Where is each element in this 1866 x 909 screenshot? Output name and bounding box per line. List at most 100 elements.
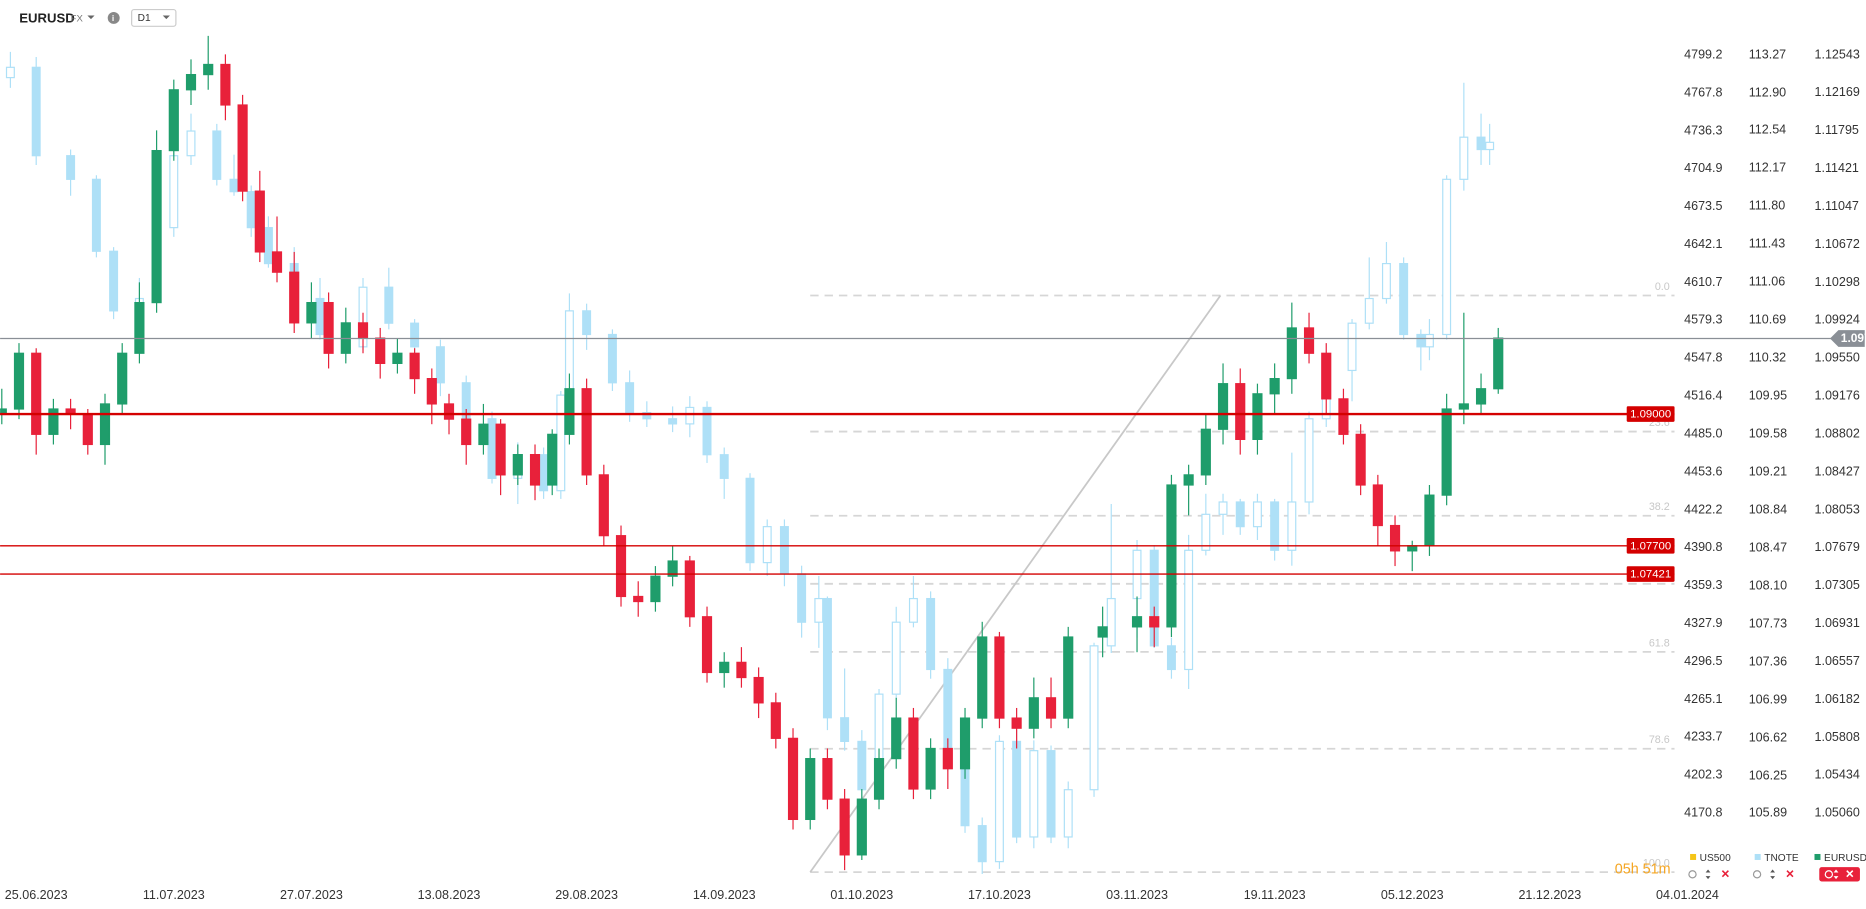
candle-body bbox=[246, 191, 256, 229]
candle-body bbox=[1046, 750, 1056, 838]
y-tick-label: 4202.3 bbox=[1684, 768, 1722, 782]
y-tick-label: 4485.0 bbox=[1684, 427, 1722, 441]
candle-body bbox=[736, 661, 747, 679]
x-tick-label: 17.10.2023 bbox=[968, 888, 1031, 902]
y-tick-label: 1.08427 bbox=[1814, 464, 1859, 478]
y-tick-label: 1.09550 bbox=[1814, 351, 1859, 365]
candle-body bbox=[31, 66, 41, 157]
candle-body bbox=[839, 798, 850, 856]
candle-body bbox=[1476, 136, 1486, 151]
candle-body bbox=[702, 406, 712, 456]
y-tick-label: 4673.5 bbox=[1684, 199, 1722, 213]
candle-body bbox=[134, 301, 145, 354]
candle-body bbox=[1321, 352, 1332, 400]
y-tick-label: 108.10 bbox=[1749, 579, 1787, 593]
y-tick-label: 106.99 bbox=[1749, 693, 1787, 707]
y-tick-label: 1.06931 bbox=[1814, 616, 1859, 630]
candle-body bbox=[1097, 626, 1108, 638]
candle-body bbox=[1416, 333, 1426, 348]
eye-toggle[interactable] bbox=[1688, 870, 1697, 879]
candle-body bbox=[1458, 403, 1469, 410]
candle-body bbox=[1200, 428, 1211, 476]
y-tick-label: 110.69 bbox=[1749, 312, 1786, 326]
candle-body bbox=[805, 758, 816, 821]
y-tick-label: 1.07679 bbox=[1814, 540, 1859, 554]
y-tick-label: 108.84 bbox=[1749, 503, 1787, 517]
remove-series[interactable] bbox=[1786, 870, 1794, 878]
candle-body bbox=[306, 301, 317, 324]
candle-body bbox=[1131, 616, 1143, 628]
candle-body bbox=[237, 104, 248, 192]
y-tick-label: 4233.7 bbox=[1684, 730, 1722, 744]
x-tick-label: 01.10.2023 bbox=[830, 888, 893, 902]
legend-controls bbox=[1688, 869, 1729, 880]
candle-body bbox=[1338, 398, 1349, 435]
remove-series[interactable] bbox=[1721, 870, 1729, 878]
candle-body bbox=[719, 661, 730, 674]
y-tick-label: 4767.8 bbox=[1684, 85, 1722, 99]
candle-body bbox=[169, 155, 179, 229]
candle-body bbox=[495, 423, 506, 476]
reorder-toggle[interactable] bbox=[1770, 869, 1776, 880]
info-icon[interactable] bbox=[107, 11, 120, 24]
candle-body bbox=[1166, 645, 1176, 671]
candle-body bbox=[582, 310, 592, 336]
y-tick-label: 4516.4 bbox=[1684, 389, 1722, 403]
candle-body bbox=[787, 737, 799, 821]
candle-body bbox=[1355, 433, 1366, 486]
candle-timer: 05h 51m bbox=[1615, 861, 1671, 877]
y-tick-label: 4799.2 bbox=[1684, 47, 1722, 61]
toolbar: EURUSD FX i D1 bbox=[19, 8, 177, 27]
candle-body bbox=[151, 149, 162, 304]
candle-body bbox=[994, 636, 1005, 719]
candle-body bbox=[203, 63, 214, 76]
candle-body bbox=[263, 227, 273, 265]
price-level-tag bbox=[1626, 406, 1675, 422]
symbol[interactable]: EURUSD bbox=[19, 11, 75, 26]
last-price-label: 1.09746 bbox=[1841, 331, 1866, 345]
reorder-toggle[interactable] bbox=[1705, 869, 1711, 880]
candle-body bbox=[925, 747, 936, 790]
candle-body bbox=[1407, 545, 1418, 552]
candle-body bbox=[1252, 501, 1262, 528]
market: FX bbox=[71, 14, 84, 25]
candle-body bbox=[942, 747, 953, 770]
y-tick-label: 106.25 bbox=[1749, 769, 1787, 783]
candle-body bbox=[770, 702, 781, 739]
candle-body bbox=[977, 825, 987, 863]
candle-body bbox=[392, 352, 403, 364]
legend-label[interactable]: US500 bbox=[1700, 853, 1731, 864]
eye-toggle[interactable] bbox=[1824, 870, 1834, 879]
reorder-toggle[interactable] bbox=[1833, 869, 1839, 880]
candle-body bbox=[1399, 262, 1409, 336]
y-tick-label: 106.62 bbox=[1749, 731, 1787, 745]
x-tick-label: 25.06.2023 bbox=[5, 888, 68, 902]
y-tick-label: 4610.7 bbox=[1684, 275, 1722, 289]
candle-body bbox=[633, 595, 644, 603]
y-tick-label: 112.54 bbox=[1749, 122, 1786, 136]
legend-label[interactable]: TNOTE bbox=[1764, 853, 1799, 864]
y-tick-label: 1.08053 bbox=[1814, 502, 1859, 516]
candle-body bbox=[840, 717, 850, 743]
candle-body bbox=[315, 297, 325, 336]
candle-body bbox=[977, 636, 988, 719]
symbol-dropdown[interactable] bbox=[87, 15, 95, 20]
candle-body bbox=[668, 418, 678, 425]
interval-select[interactable] bbox=[131, 8, 177, 27]
y-tick-label: 1.12543 bbox=[1814, 47, 1859, 61]
candle-body bbox=[48, 408, 59, 435]
candle-body bbox=[1183, 474, 1194, 486]
candle-body bbox=[1184, 549, 1194, 671]
candle-body bbox=[719, 454, 729, 479]
candle-body bbox=[1149, 616, 1160, 628]
candle-body bbox=[1286, 327, 1297, 380]
candle-body bbox=[1347, 322, 1357, 372]
y-tick-label: 1.05808 bbox=[1814, 730, 1859, 744]
candle-body bbox=[1252, 393, 1263, 440]
remove-series[interactable] bbox=[1846, 870, 1854, 878]
candle-body bbox=[1089, 645, 1099, 791]
legend-label[interactable]: EURUSD bbox=[1824, 853, 1866, 864]
candle-body bbox=[13, 352, 25, 410]
eye-toggle[interactable] bbox=[1752, 870, 1762, 879]
